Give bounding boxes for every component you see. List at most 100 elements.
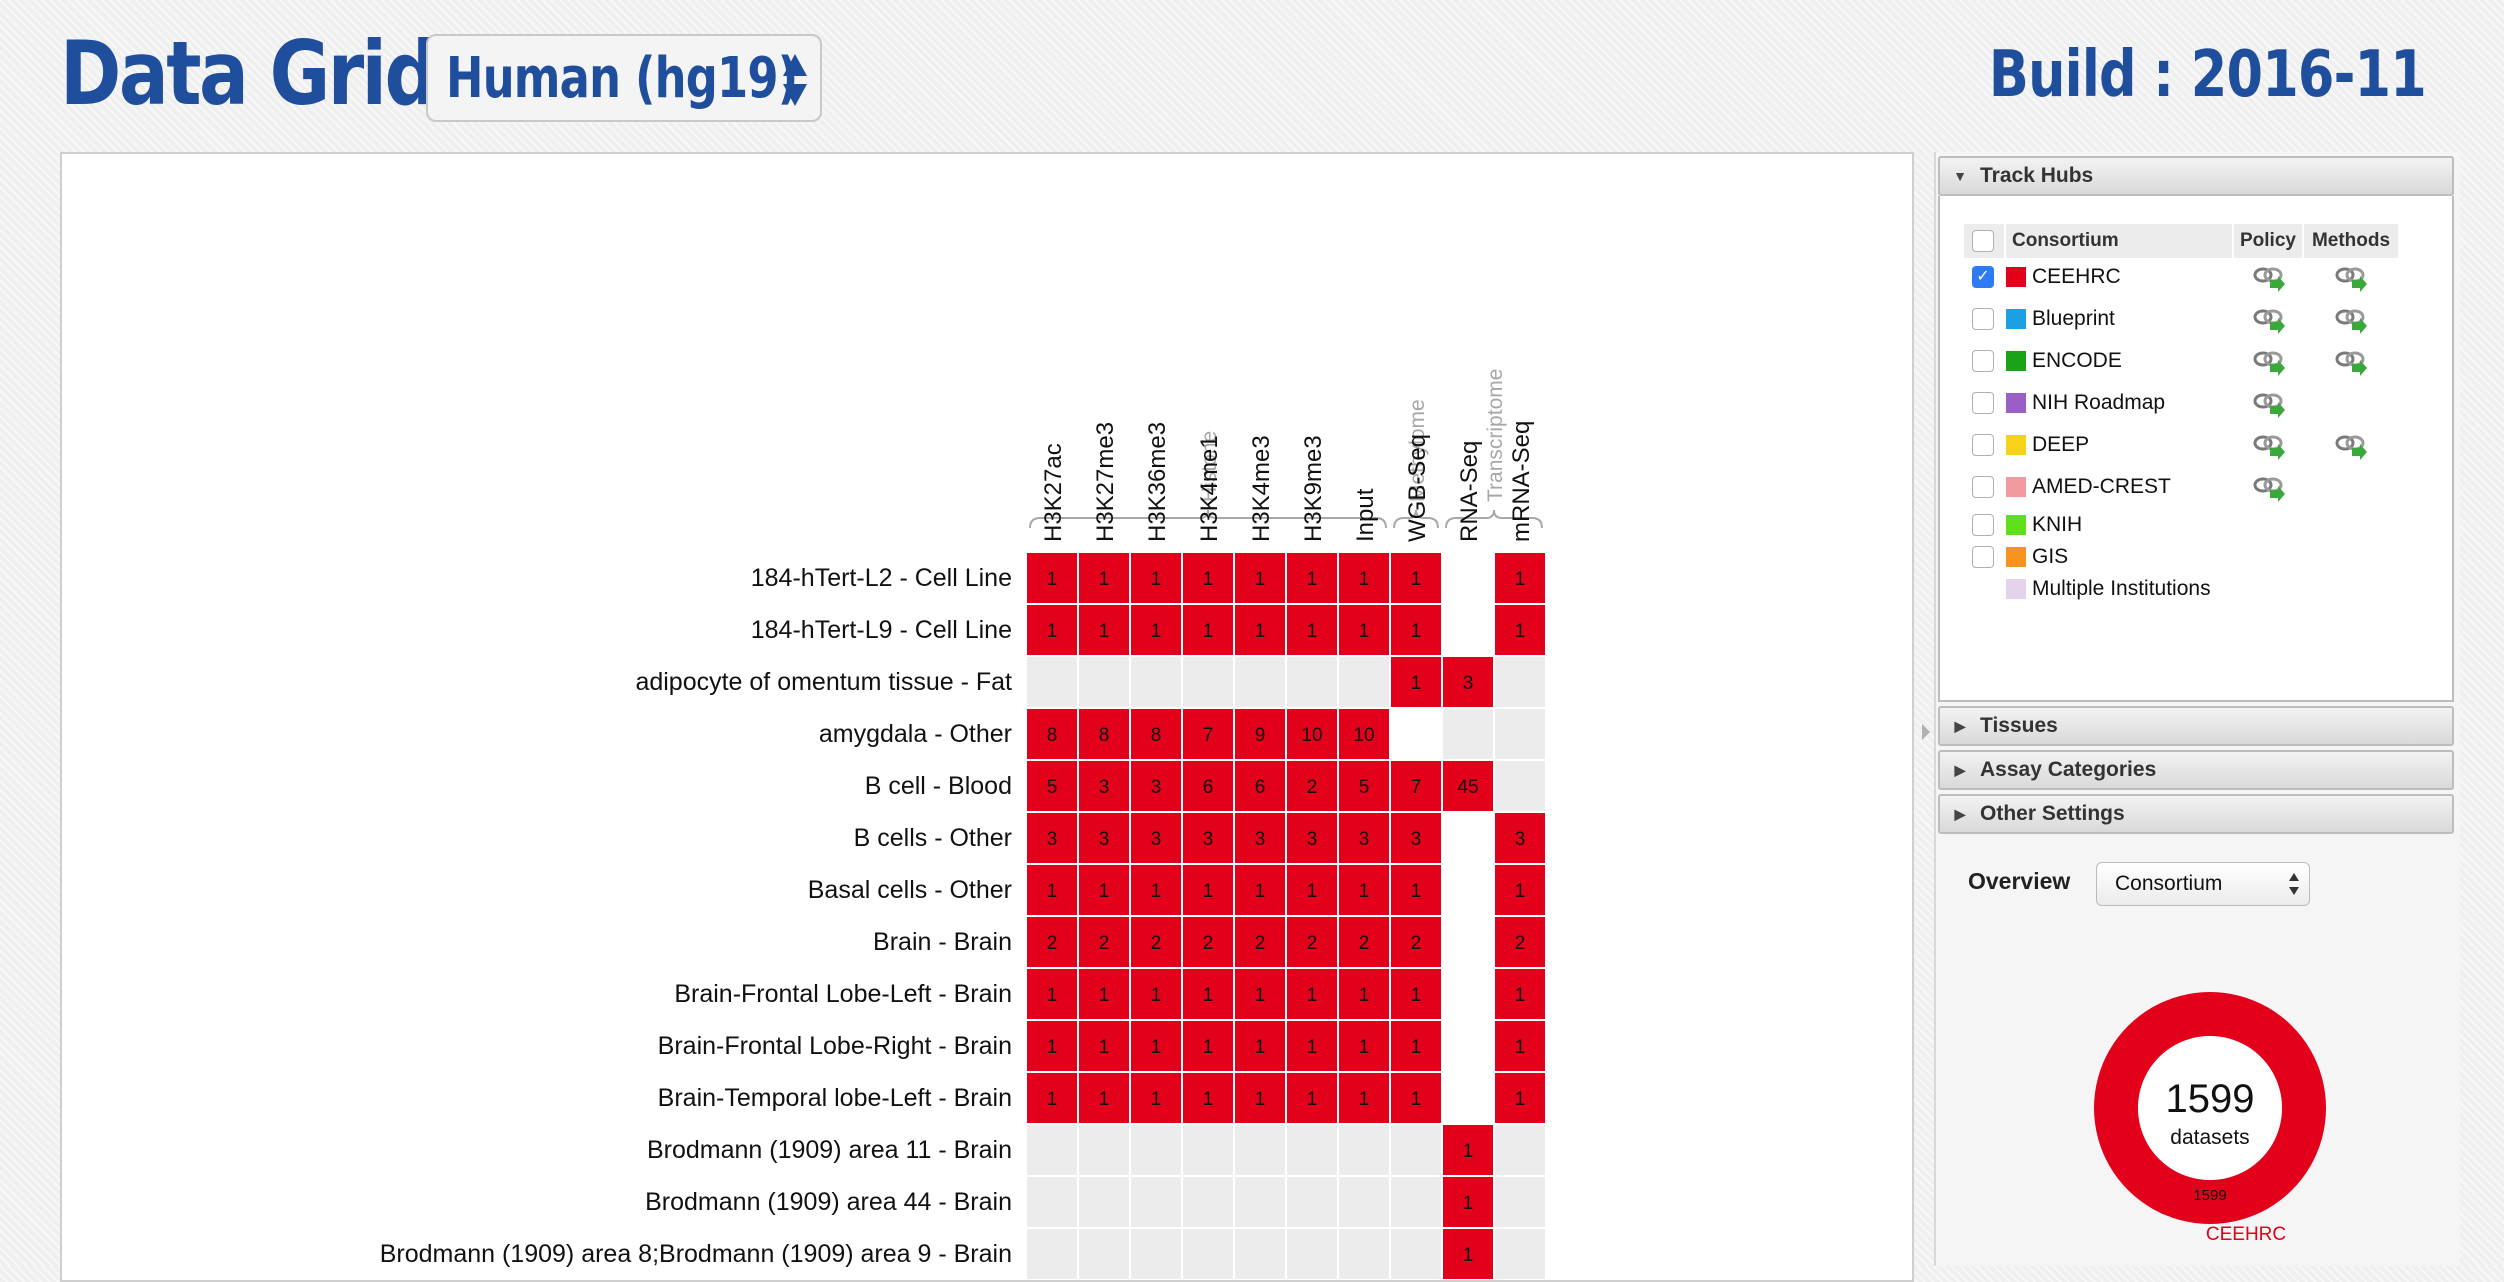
grid-cell[interactable] bbox=[1287, 1073, 1337, 1123]
column-header-mrna-seq[interactable]: mRNA-Seq bbox=[1508, 421, 1535, 542]
consortium-checkbox[interactable] bbox=[1972, 476, 1994, 498]
grid-cell[interactable] bbox=[1027, 553, 1077, 603]
consortium-checkbox[interactable] bbox=[1972, 514, 1994, 536]
row-label[interactable]: Brain - Brain bbox=[873, 928, 1012, 956]
grid-cell[interactable] bbox=[1339, 553, 1389, 603]
grid-cell[interactable] bbox=[1391, 1073, 1441, 1123]
grid-cell[interactable] bbox=[1079, 1073, 1129, 1123]
grid-cell[interactable] bbox=[1131, 709, 1181, 759]
grid-cell[interactable] bbox=[1079, 969, 1129, 1019]
grid-cell[interactable] bbox=[1391, 1021, 1441, 1071]
grid-cell[interactable] bbox=[1079, 813, 1129, 863]
grid-cell[interactable] bbox=[1339, 605, 1389, 655]
grid-cell[interactable] bbox=[1131, 813, 1181, 863]
grid-cell[interactable] bbox=[1027, 1021, 1077, 1071]
grid-cell[interactable] bbox=[1339, 917, 1389, 967]
grid-cell[interactable] bbox=[1339, 1021, 1389, 1071]
consortium-row-nih-roadmap[interactable]: NIH Roadmap bbox=[1964, 388, 2165, 418]
grid-cell[interactable] bbox=[1391, 657, 1441, 707]
assay-categories-header[interactable]: ▶ Assay Categories bbox=[1938, 750, 2454, 790]
methods-link-icon[interactable] bbox=[2334, 348, 2368, 376]
policy-link-icon[interactable] bbox=[2252, 432, 2286, 460]
column-header-wgb-seq[interactable]: WGB-Seq bbox=[1404, 434, 1431, 542]
grid-cell[interactable] bbox=[1287, 813, 1337, 863]
grid-cell[interactable] bbox=[1287, 1021, 1337, 1071]
policy-link-icon[interactable] bbox=[2252, 306, 2286, 334]
grid-cell[interactable] bbox=[1339, 865, 1389, 915]
grid-cell[interactable] bbox=[1131, 917, 1181, 967]
grid-cell[interactable] bbox=[1079, 917, 1129, 967]
grid-cell[interactable] bbox=[1183, 605, 1233, 655]
consortium-row-encode[interactable]: ENCODE bbox=[1964, 346, 2122, 376]
grid-cell[interactable] bbox=[1183, 1021, 1233, 1071]
consortium-checkbox[interactable] bbox=[1972, 308, 1994, 330]
row-label[interactable]: Brodmann (1909) area 44 - Brain bbox=[645, 1188, 1012, 1216]
genome-select[interactable]: Human (hg19) bbox=[426, 34, 822, 122]
consortium-checkbox[interactable]: ✓ bbox=[1972, 266, 1994, 288]
consortium-row-blueprint[interactable]: Blueprint bbox=[1964, 304, 2115, 334]
grid-cell[interactable] bbox=[1183, 709, 1233, 759]
grid-cell[interactable] bbox=[1235, 917, 1285, 967]
row-label[interactable]: Basal cells - Other bbox=[808, 876, 1012, 904]
grid-cell[interactable] bbox=[1235, 865, 1285, 915]
other-settings-header[interactable]: ▶ Other Settings bbox=[1938, 794, 2454, 834]
consortium-checkbox[interactable] bbox=[1972, 350, 1994, 372]
grid-cell[interactable] bbox=[1391, 761, 1441, 811]
grid-cell[interactable] bbox=[1027, 709, 1077, 759]
grid-cell[interactable] bbox=[1183, 813, 1233, 863]
grid-cell[interactable] bbox=[1287, 917, 1337, 967]
grid-cell[interactable] bbox=[1391, 813, 1441, 863]
grid-cell[interactable] bbox=[1443, 761, 1493, 811]
row-label[interactable]: Brain-Frontal Lobe-Left - Brain bbox=[674, 980, 1012, 1008]
grid-cell[interactable] bbox=[1443, 657, 1493, 707]
tissues-header[interactable]: ▶ Tissues bbox=[1938, 706, 2454, 746]
policy-link-icon[interactable] bbox=[2252, 390, 2286, 418]
grid-cell[interactable] bbox=[1131, 761, 1181, 811]
panel-splitter[interactable] bbox=[1916, 152, 1936, 1266]
column-header-h3k27ac[interactable]: H3K27ac bbox=[1040, 443, 1067, 542]
column-header-h3k9me3[interactable]: H3K9me3 bbox=[1300, 435, 1327, 542]
grid-cell[interactable] bbox=[1235, 709, 1285, 759]
methods-link-icon[interactable] bbox=[2334, 264, 2368, 292]
overview-select[interactable]: Consortium bbox=[2096, 862, 2310, 906]
grid-cell[interactable] bbox=[1079, 553, 1129, 603]
grid-cell[interactable] bbox=[1287, 761, 1337, 811]
grid-cell[interactable] bbox=[1391, 917, 1441, 967]
column-header-input[interactable]: Input bbox=[1352, 488, 1379, 542]
donut-slice[interactable] bbox=[2093, 992, 2326, 1224]
grid-cell[interactable] bbox=[1235, 969, 1285, 1019]
column-header-h3k4me3[interactable]: H3K4me3 bbox=[1248, 435, 1275, 542]
row-label[interactable]: Brain-Temporal lobe-Left - Brain bbox=[658, 1084, 1012, 1112]
consortium-checkbox[interactable] bbox=[1972, 392, 1994, 414]
column-header-rna-seq[interactable]: RNA-Seq bbox=[1456, 441, 1483, 542]
grid-cell[interactable] bbox=[1027, 865, 1077, 915]
row-label[interactable]: adipocyte of omentum tissue - Fat bbox=[635, 668, 1012, 696]
row-label[interactable]: Brodmann (1909) area 11 - Brain bbox=[647, 1136, 1012, 1164]
grid-cell[interactable] bbox=[1391, 865, 1441, 915]
grid-cell[interactable] bbox=[1235, 553, 1285, 603]
grid-cell[interactable] bbox=[1287, 553, 1337, 603]
row-label[interactable]: amygdala - Other bbox=[819, 720, 1012, 748]
grid-cell[interactable] bbox=[1443, 1177, 1493, 1227]
grid-cell[interactable] bbox=[1339, 969, 1389, 1019]
grid-cell[interactable] bbox=[1183, 1073, 1233, 1123]
grid-cell[interactable] bbox=[1339, 813, 1389, 863]
grid-cell[interactable] bbox=[1391, 605, 1441, 655]
grid-cell[interactable] bbox=[1131, 553, 1181, 603]
grid-cell[interactable] bbox=[1131, 605, 1181, 655]
grid-cell[interactable] bbox=[1495, 1021, 1545, 1071]
consortium-row-deep[interactable]: DEEP bbox=[1964, 430, 2089, 460]
consortium-row-multiple-institutions[interactable]: Multiple Institutions bbox=[1964, 574, 2211, 604]
grid-cell[interactable] bbox=[1495, 553, 1545, 603]
grid-cell[interactable] bbox=[1183, 761, 1233, 811]
grid-cell[interactable] bbox=[1183, 865, 1233, 915]
column-header-h3k4me1[interactable]: H3K4me1 bbox=[1196, 435, 1223, 542]
policy-link-icon[interactable] bbox=[2252, 474, 2286, 502]
grid-cell[interactable] bbox=[1131, 1021, 1181, 1071]
grid-cell[interactable] bbox=[1287, 969, 1337, 1019]
methods-link-icon[interactable] bbox=[2334, 306, 2368, 334]
grid-cell[interactable] bbox=[1391, 553, 1441, 603]
grid-cell[interactable] bbox=[1495, 1073, 1545, 1123]
grid-cell[interactable] bbox=[1079, 865, 1129, 915]
grid-cell[interactable] bbox=[1495, 969, 1545, 1019]
